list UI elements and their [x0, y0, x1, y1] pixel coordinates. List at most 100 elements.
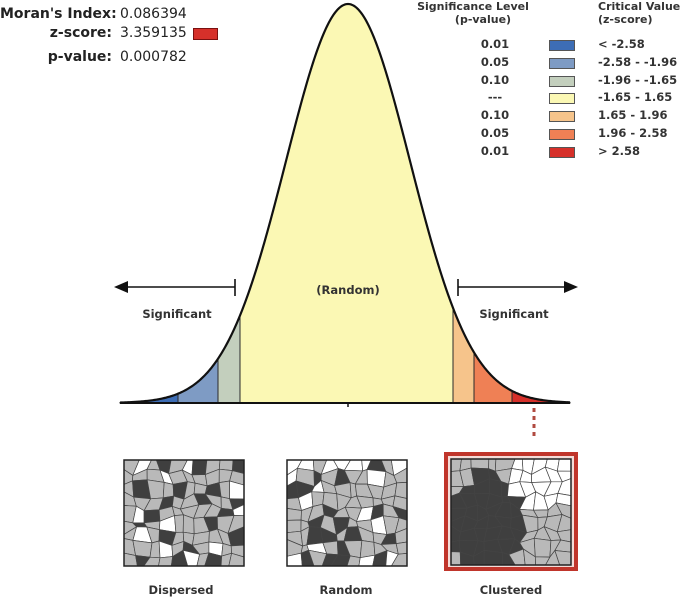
curve-band	[452, 307, 475, 404]
map-polygon	[158, 556, 174, 567]
map-polygon	[543, 514, 563, 533]
p-value-value: 0.000782	[120, 49, 187, 65]
map-polygon	[450, 458, 462, 472]
right-arrow	[457, 279, 578, 296]
curve-bands	[119, 3, 571, 404]
map-polygon	[392, 495, 408, 512]
map-polygon	[533, 491, 549, 511]
map-polygon	[143, 509, 161, 524]
map-polygon	[158, 495, 175, 511]
map-polygon	[123, 480, 135, 498]
legend-z-range: 1.65 - 1.96	[598, 108, 668, 123]
map-polygon	[556, 470, 572, 483]
morans-index-value: 0.086394	[120, 6, 187, 22]
map-polygon	[488, 458, 497, 472]
map-polygon	[300, 526, 310, 547]
map-polygon	[133, 496, 152, 512]
map-polygon	[204, 459, 221, 476]
map-polygon	[300, 519, 310, 532]
map-polygon	[486, 515, 503, 530]
legend-p-value: 0.05	[480, 54, 510, 69]
map-polygon	[473, 493, 491, 510]
legend-swatch	[549, 111, 575, 123]
map-polygon	[531, 481, 552, 497]
map-polygon	[385, 550, 399, 567]
map-polygon	[229, 498, 245, 511]
map-polygon	[450, 525, 461, 543]
map-polygon	[146, 459, 161, 471]
significance-level-header: Significance Level (p-value)	[413, 0, 533, 26]
map-polygon	[533, 537, 552, 558]
map-polygon	[346, 555, 361, 567]
map-polygon	[394, 482, 408, 499]
map-polygon	[393, 467, 408, 484]
map-polygon	[356, 519, 374, 534]
map-polygon	[534, 556, 551, 566]
legend-z-range: -2.58 - -1.96	[598, 54, 678, 69]
map-polygon	[203, 503, 222, 518]
map-polygon	[171, 531, 185, 546]
map-polygon	[298, 491, 314, 511]
map-polygon	[458, 527, 479, 542]
map-polygon	[196, 552, 210, 567]
map-polygon	[182, 514, 195, 535]
z-score-row: z-score: 3.359135	[0, 21, 230, 45]
map-polygon	[203, 516, 218, 532]
map-polygon	[506, 496, 527, 510]
map-polygon	[319, 526, 338, 544]
map-polygon	[477, 504, 490, 522]
map-polygon	[159, 515, 177, 533]
map-polygon	[229, 480, 245, 500]
clustered-label: Clustered	[480, 583, 542, 597]
map-polygon	[216, 528, 232, 547]
map-polygon	[123, 505, 137, 524]
critical-value-header: Critical Value (z-score)	[598, 0, 685, 26]
map-polygon	[383, 471, 398, 488]
map-polygon	[380, 459, 395, 477]
map-polygon	[543, 526, 562, 541]
map-polygon	[286, 480, 299, 500]
map-polygon	[509, 514, 528, 534]
map-polygon	[182, 549, 201, 567]
map-polygon	[380, 532, 397, 545]
map-polygon	[123, 538, 137, 556]
map-polygon	[216, 507, 235, 518]
map-polygon	[460, 515, 479, 533]
map-polygon	[380, 482, 398, 500]
map-polygon	[143, 556, 161, 567]
random-label: Random	[320, 583, 373, 597]
map-polygon	[336, 493, 352, 512]
legend-swatch	[549, 146, 575, 158]
map-polygon	[544, 549, 561, 566]
map-polygon	[483, 538, 503, 554]
map-polygon	[220, 496, 234, 511]
map-polygon	[330, 554, 351, 567]
map-polygon	[519, 537, 536, 558]
map-polygon	[181, 469, 196, 484]
map-polygon	[544, 466, 563, 483]
legend-swatch	[549, 75, 575, 87]
map-polygon	[218, 480, 230, 500]
map-polygon	[227, 515, 245, 535]
legend-z-range: 1.96 - 2.58	[598, 126, 668, 140]
map-polygon	[300, 549, 315, 567]
map-polygon	[193, 493, 213, 506]
bell-curve-outline	[119, 2, 571, 404]
map-polygon	[171, 495, 185, 510]
map-polygon	[497, 538, 516, 555]
map-polygon	[321, 553, 339, 567]
map-polygon	[372, 497, 384, 507]
map-polygon	[354, 469, 368, 485]
map-polygon	[312, 459, 328, 475]
map-frame	[123, 459, 245, 567]
map-polygon	[459, 551, 475, 566]
map-polygon	[123, 459, 140, 476]
map-polygon	[366, 469, 387, 488]
map-polygon	[343, 459, 364, 472]
map-polygon	[155, 459, 172, 475]
map-polygon	[295, 480, 315, 499]
map-polygon	[544, 458, 560, 472]
map-polygon	[346, 517, 359, 528]
map-polygon	[182, 531, 195, 546]
dispersed-label: Dispersed	[149, 583, 214, 597]
